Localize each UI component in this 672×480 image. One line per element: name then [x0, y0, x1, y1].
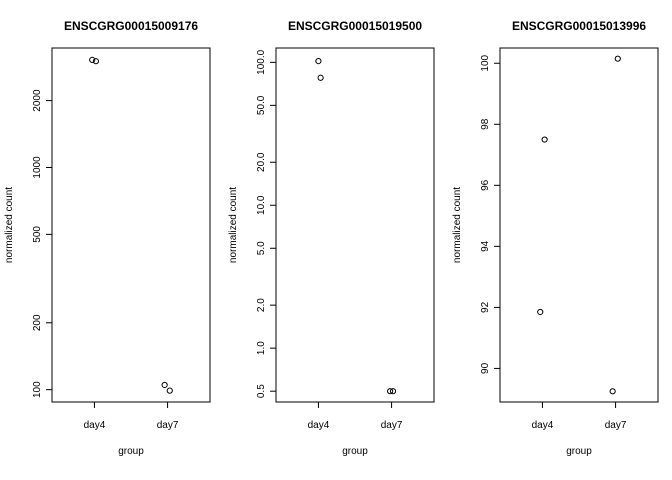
- data-point: [166, 387, 173, 394]
- y-tick-label: 2.0: [256, 298, 267, 312]
- data-point: [317, 74, 324, 81]
- x-tick-label: day7: [605, 420, 627, 431]
- x-tick-label: day4: [84, 420, 106, 431]
- y-tick-label: 96: [480, 179, 491, 191]
- plot-frame: [275, 47, 435, 403]
- data-point: [541, 136, 548, 143]
- y-axis-label: normalized count: [4, 187, 15, 263]
- y-tick-label: 0.5: [256, 384, 267, 398]
- chart-title: ENSCGRG00015009176: [64, 19, 198, 33]
- x-axis-label: group: [342, 446, 368, 457]
- data-point: [89, 56, 96, 63]
- data-point: [387, 388, 394, 395]
- x-axis-label: group: [566, 446, 592, 457]
- chart-title: ENSCGRG00015019500: [288, 19, 422, 33]
- y-tick-label: 94: [480, 240, 491, 252]
- y-tick-label: 98: [480, 118, 491, 130]
- data-point: [92, 58, 99, 65]
- y-tick-label: 500: [32, 226, 43, 243]
- plot-frame: [499, 47, 659, 403]
- y-tick-label: 2000: [32, 89, 43, 112]
- x-tick-label: day7: [381, 420, 403, 431]
- chart-panel-3: ENSCGRG00015013996 normalized count group 9…: [452, 19, 659, 457]
- y-tick-label: 90: [480, 362, 491, 374]
- y-tick-label: 5.0: [256, 241, 267, 255]
- y-tick-label: 200: [32, 314, 43, 331]
- data-point: [614, 55, 621, 62]
- chart-panel-1: ENSCGRG00015009176 normalized count group 1…: [4, 19, 211, 457]
- y-tick-label: 92: [480, 301, 491, 313]
- y-axis-label: normalized count: [228, 187, 239, 263]
- y-tick-label: 1.0: [256, 341, 267, 355]
- y-tick-label: 100: [480, 54, 491, 71]
- y-tick-label: 100: [32, 381, 43, 398]
- y-tick-label: 1000: [32, 156, 43, 179]
- data-point: [315, 58, 322, 65]
- y-tick-label: 20.0: [256, 152, 267, 172]
- chart-panel-2: ENSCGRG00015019500 normalized count group 0…: [228, 19, 435, 457]
- y-tick-label: 100.0: [256, 49, 267, 74]
- y-tick-label: 50.0: [256, 95, 267, 115]
- data-point: [537, 308, 544, 316]
- x-axis-label: group: [118, 446, 144, 457]
- data-point: [389, 388, 397, 395]
- plot-frame: [51, 47, 211, 403]
- data-point: [161, 381, 168, 389]
- data-point: [609, 388, 616, 395]
- x-tick-label: day4: [532, 420, 554, 431]
- x-tick-label: day7: [157, 420, 179, 431]
- y-axis-label: normalized count: [452, 187, 463, 263]
- y-tick-label: 10.0: [256, 195, 267, 215]
- chart-title: ENSCGRG00015013996: [512, 19, 646, 33]
- x-tick-label: day4: [308, 420, 330, 431]
